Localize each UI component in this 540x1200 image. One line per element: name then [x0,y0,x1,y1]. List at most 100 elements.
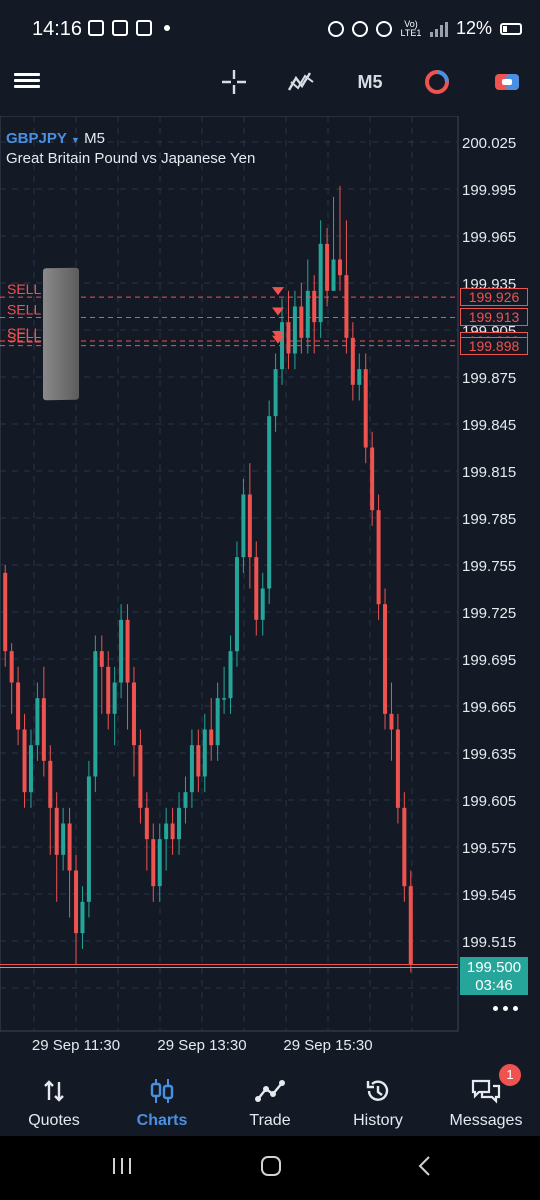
candle-body [241,494,246,558]
charts-icon [149,1076,175,1106]
nav-messages[interactable]: Messages 1 [432,1064,540,1136]
candle-body [157,839,162,887]
y-tick-label: 199.695 [462,652,516,669]
y-tick-label: 199.605 [462,793,516,810]
one-click-trading-icon[interactable] [420,66,454,98]
time-axis: 29 Sep 11:30 29 Sep 13:30 29 Sep 15:30 [32,1037,373,1054]
y-tick-label: 199.665 [462,699,516,716]
candle-body [48,760,53,808]
status-bar: 14:16 Vo) LTE1 12% [0,0,540,58]
nav-history[interactable]: History [324,1066,432,1136]
candle-body [312,290,317,323]
candle-body [164,823,169,840]
candle-body [260,588,265,620]
alert-icon [112,20,128,36]
y-tick-label: 199.755 [462,558,516,575]
candle-body [99,651,104,667]
candle-body [86,776,91,902]
bottom-navigation: Quotes Charts Trade History Messages 1 [0,1064,540,1136]
order-price-tag[interactable]: 199.926 [460,288,528,307]
y-tick-label: 200.025 [462,135,516,152]
notification-icons [88,20,170,36]
sell-arrow-icon [272,287,284,296]
more-options-icon[interactable] [493,1006,518,1011]
crosshair-icon[interactable] [218,66,250,98]
candle-body [189,745,194,793]
alarm-icon [351,20,368,37]
candle-body [408,886,413,965]
y-tick-label: 199.725 [462,605,516,622]
candle-body [41,698,46,761]
candle-body [325,243,330,291]
candle-body [286,322,291,354]
order-label[interactable]: SELL [7,325,41,341]
candle-body [131,682,136,746]
candle-body [35,698,40,746]
profile-icon [327,20,344,37]
bid-price-tag: 199.500 03:46 [460,956,528,995]
back-icon[interactable] [413,1154,437,1183]
candle-body [177,807,182,840]
candle-body [234,557,239,652]
candle-body [202,729,207,777]
battery-percent: 12% [455,18,492,38]
status-right: Vo) LTE1 12% [327,18,522,39]
y-tick-label: 199.635 [462,746,516,763]
candle-body [183,792,188,808]
symbol-name[interactable]: GBPJPY [6,130,67,147]
chart-drag-handle[interactable] [43,267,79,401]
indicators-icon[interactable] [284,66,318,98]
candle-body [228,651,233,699]
symbol-dropdown-icon[interactable]: ▼ [71,135,80,145]
order-label[interactable]: SELL [7,330,41,346]
candle-body [331,259,336,291]
candle-body [370,447,375,511]
timeframe-button[interactable]: M5 [357,71,383,92]
candle-body [144,807,149,840]
candle-body [389,713,394,730]
order-label[interactable]: SELL [7,301,41,317]
symbol-description: Great Britain Pound vs Japanese Yen [6,150,256,167]
network-type: Vo) LTE1 [400,18,422,38]
candle-body [292,306,297,354]
trade-panel-icon[interactable] [490,66,524,98]
y-tick-label: 199.995 [462,182,516,199]
y-tick-label: 199.875 [462,370,516,387]
candle-body [222,698,227,700]
candle-body [344,275,349,338]
order-label[interactable]: SELL [7,281,41,297]
candle-body [318,243,323,323]
y-tick-label: 199.575 [462,840,516,857]
candle-body [254,557,259,620]
trade-icon [255,1076,285,1106]
candle-body [16,682,21,730]
candle-body [106,666,111,714]
quotes-icon [41,1076,67,1106]
candle-body [395,729,400,808]
more-notifications-icon [164,25,170,31]
home-icon[interactable] [259,1154,283,1183]
y-tick-label: 199.785 [462,511,516,528]
x-tick-label: 29 Sep 13:30 [157,1037,246,1054]
order-price-tag[interactable]: 199.913 [460,308,528,327]
nav-charts[interactable]: Charts [108,1066,216,1136]
nav-quotes[interactable]: Quotes [0,1066,108,1136]
candle-body [112,682,117,714]
nav-messages-label: Messages [449,1112,523,1129]
candle-body [80,901,85,934]
menu-icon[interactable] [14,70,40,92]
chart-title[interactable]: GBPJPY ▼ M5 [6,130,105,147]
nav-trade[interactable]: Trade [216,1066,324,1136]
candle-body [3,572,8,652]
y-tick-label: 199.815 [462,464,516,481]
candle-body [74,870,79,934]
candle-body [119,619,124,683]
candle-body [376,510,381,605]
order-price-tag[interactable]: 199.898 [460,336,528,355]
candle-body [337,259,342,276]
recent-apps-icon[interactable] [110,1154,134,1183]
bid-price: 199.500 [466,958,522,976]
candle-body [357,369,362,385]
